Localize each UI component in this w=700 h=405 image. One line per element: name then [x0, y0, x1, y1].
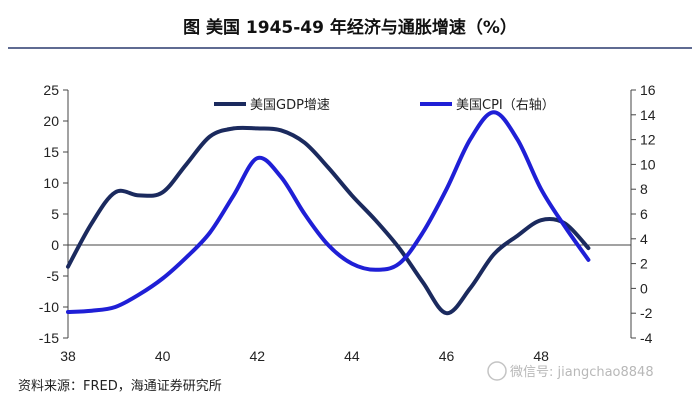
left-tick-label: 0: [51, 237, 59, 253]
legend-cpi-label: 美国CPI（右轴）: [456, 98, 555, 113]
x-tick-label: 38: [60, 348, 76, 364]
watermark-text: 微信号: jiangchao8848: [510, 365, 654, 380]
right-tick-label: 4: [640, 231, 648, 247]
right-tick-label: 14: [640, 107, 656, 123]
right-tick-label: -2: [640, 305, 653, 321]
x-tick-label: 44: [344, 348, 360, 364]
right-ticks: -4 -2 0 2 4 6 8 10 12 14 16: [631, 82, 656, 346]
left-tick-label: -10: [39, 299, 59, 315]
x-tick-label: 46: [439, 348, 455, 364]
x-ticks: 38 40 42 44 46 48: [60, 348, 549, 364]
left-tick-label: 10: [43, 175, 59, 191]
x-tick-label: 40: [155, 348, 171, 364]
left-tick-label: 25: [43, 82, 59, 98]
right-tick-label: 0: [640, 280, 648, 296]
right-tick-label: -4: [640, 330, 653, 346]
left-tick-label: 15: [43, 144, 59, 160]
legend-gdp-label: 美国GDP增速: [250, 98, 330, 113]
right-tick-label: 2: [640, 256, 648, 272]
source-note: 资料来源：FRED，海通证券研究所: [18, 378, 222, 394]
x-tick-label: 48: [533, 348, 549, 364]
left-tick-label: -15: [39, 330, 59, 346]
legend: 美国GDP增速 美国CPI（右轴）: [214, 98, 555, 113]
right-tick-label: 8: [640, 181, 648, 197]
x-tick-label: 42: [249, 348, 265, 364]
left-ticks: -15 -10 -5 0 5 10 15 20 25: [39, 82, 68, 346]
left-tick-label: 5: [51, 206, 59, 222]
wechat-icon: [487, 361, 507, 381]
watermark: 微信号: jiangchao8848: [487, 361, 654, 381]
series-cpi-line: [66, 110, 591, 314]
right-tick-label: 16: [640, 82, 656, 98]
chart-title: 图 美国 1945-49 年经济与通胀增速（%）: [183, 17, 517, 38]
right-tick-label: 6: [640, 206, 648, 222]
right-tick-label: 10: [640, 156, 656, 172]
left-tick-label: -5: [47, 268, 60, 284]
left-tick-label: 20: [43, 113, 59, 129]
series-gdp-line: [66, 125, 591, 316]
right-tick-label: 12: [640, 132, 656, 148]
